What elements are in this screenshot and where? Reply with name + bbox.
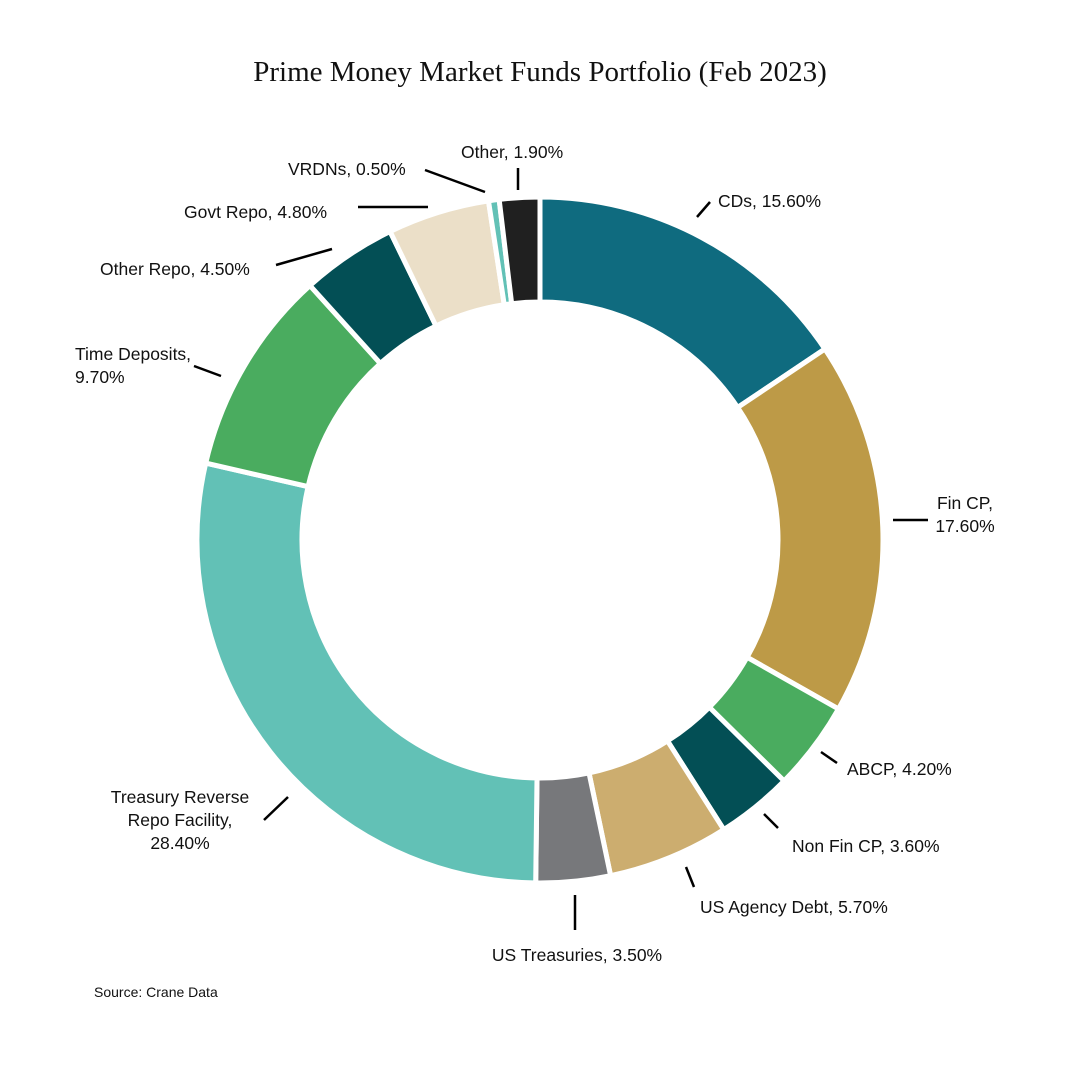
label-abcp: ABCP, 4.20% xyxy=(847,759,952,779)
label-leader-lines xyxy=(193,168,928,930)
leader-line-non-fin-cp xyxy=(763,813,779,829)
leader-line-us-agency-debt xyxy=(684,866,696,888)
label-cds: CDs, 15.60% xyxy=(718,191,821,211)
label-time-deposits: Time Deposits, 9.70% xyxy=(75,344,191,387)
source-note: Source: Crane Data xyxy=(94,984,218,1000)
label-other-repo: Other Repo, 4.50% xyxy=(100,259,250,279)
leader-line-other-repo xyxy=(275,247,333,267)
label-vrdns: VRDNs, 0.50% xyxy=(288,159,406,179)
label-treasury-reverse-repo-facility: Treasury Reverse Repo Facility, 28.40% xyxy=(111,787,249,853)
leader-line-treasury-reverse-repo-facility xyxy=(263,796,289,821)
donut-slices xyxy=(194,194,886,886)
leader-line-vrdns xyxy=(424,168,486,194)
leader-line-cds xyxy=(696,201,711,218)
slice-other xyxy=(496,194,543,307)
label-other: Other, 1.90% xyxy=(461,142,563,162)
slice-treasury-reverse-repo-facility xyxy=(194,460,540,886)
leader-line-time-deposits xyxy=(193,364,222,378)
label-govt-repo: Govt Repo, 4.80% xyxy=(184,202,327,222)
slice-labels: CDs, 15.60% Fin CP, 17.60% ABCP, 4.20% Non F… xyxy=(75,142,995,965)
label-us-treasuries: US Treasuries, 3.50% xyxy=(492,945,662,965)
label-fin-cp: Fin CP, 17.60% xyxy=(935,493,994,536)
label-us-agency-debt: US Agency Debt, 5.70% xyxy=(700,897,888,917)
label-non-fin-cp: Non Fin CP, 3.60% xyxy=(792,836,940,856)
slice-fin-cp xyxy=(734,345,886,713)
leader-line-abcp xyxy=(820,750,838,765)
chart-title: Prime Money Market Funds Portfolio (Feb … xyxy=(253,56,827,88)
